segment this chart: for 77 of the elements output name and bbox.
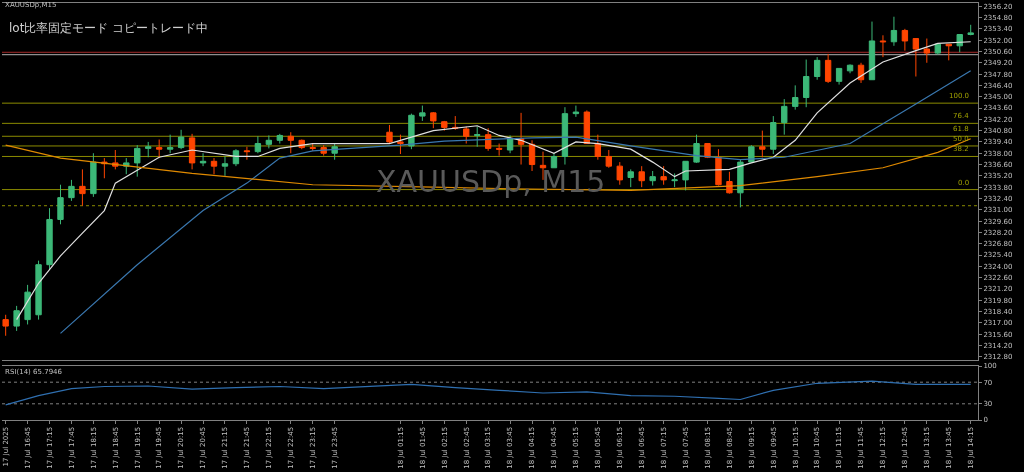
line-series xyxy=(16,41,972,321)
candlestick xyxy=(276,133,283,145)
candlestick xyxy=(419,105,426,122)
candlestick xyxy=(408,113,415,150)
candlestick xyxy=(824,53,832,84)
candlestick xyxy=(759,130,766,158)
candlestick xyxy=(495,143,503,157)
candlestick xyxy=(46,207,53,271)
candlestick xyxy=(660,165,667,186)
candlestick xyxy=(90,152,97,198)
candlestick xyxy=(923,38,931,64)
candlestick xyxy=(835,67,843,86)
candlestick xyxy=(879,34,887,58)
candlestick xyxy=(715,148,722,187)
candlestick xyxy=(792,84,799,111)
candlestick xyxy=(813,56,821,81)
candlestick xyxy=(550,152,558,169)
candlestick xyxy=(693,134,700,164)
candlestick xyxy=(912,38,920,77)
candlestick xyxy=(616,161,623,186)
candlestick xyxy=(484,127,492,152)
candlestick xyxy=(386,124,393,145)
candlestick xyxy=(210,157,218,175)
candlestick xyxy=(671,172,678,188)
candlestick xyxy=(254,135,262,154)
candlestick xyxy=(901,28,909,52)
candlestick xyxy=(956,34,963,53)
candlestick xyxy=(177,129,185,150)
candlestick xyxy=(945,43,952,61)
candlestick xyxy=(68,179,75,202)
candlestick xyxy=(737,159,744,208)
candlestick xyxy=(287,131,294,154)
candlestick xyxy=(13,305,20,332)
candlestick xyxy=(506,134,514,154)
candlestick xyxy=(243,146,251,161)
candlestick xyxy=(134,144,141,178)
candlestick xyxy=(79,168,86,207)
candlestick xyxy=(57,184,64,225)
candlestick xyxy=(441,120,448,132)
candlestick xyxy=(430,111,437,129)
candlestick xyxy=(967,24,974,36)
candlestick xyxy=(166,134,174,154)
candlestick xyxy=(627,168,634,188)
candlestick xyxy=(463,126,470,145)
candlestick xyxy=(572,105,580,118)
line-series xyxy=(5,380,972,406)
candlestick xyxy=(474,126,481,148)
candlestick xyxy=(638,165,645,188)
annotation: lot比率固定モード コピートレード中 xyxy=(9,21,209,35)
candlestick xyxy=(682,160,689,191)
candlestick xyxy=(145,141,152,158)
candlestick xyxy=(770,115,777,155)
candlestick xyxy=(156,139,163,159)
candlestick xyxy=(188,133,196,170)
candlestick xyxy=(528,139,536,172)
candlestick xyxy=(934,42,941,56)
candlestick xyxy=(24,284,31,325)
line-series xyxy=(59,70,972,334)
candlestick xyxy=(649,170,656,187)
candlestick xyxy=(803,59,810,108)
candlestick xyxy=(890,16,898,47)
candlestick xyxy=(35,260,42,321)
candlestick xyxy=(265,134,273,149)
candlestick xyxy=(594,134,602,161)
candlestick xyxy=(232,148,240,167)
candlestick xyxy=(397,134,404,155)
candlestick xyxy=(309,143,316,152)
candlestick xyxy=(2,314,9,337)
candlestick xyxy=(561,106,569,166)
candlestick xyxy=(846,63,854,74)
candlestick xyxy=(704,143,711,159)
candlestick xyxy=(221,155,229,177)
candlestick xyxy=(199,152,207,167)
candlestick xyxy=(331,143,338,161)
candlestick xyxy=(605,149,612,169)
candlestick xyxy=(868,21,876,81)
candlestick xyxy=(781,98,788,136)
